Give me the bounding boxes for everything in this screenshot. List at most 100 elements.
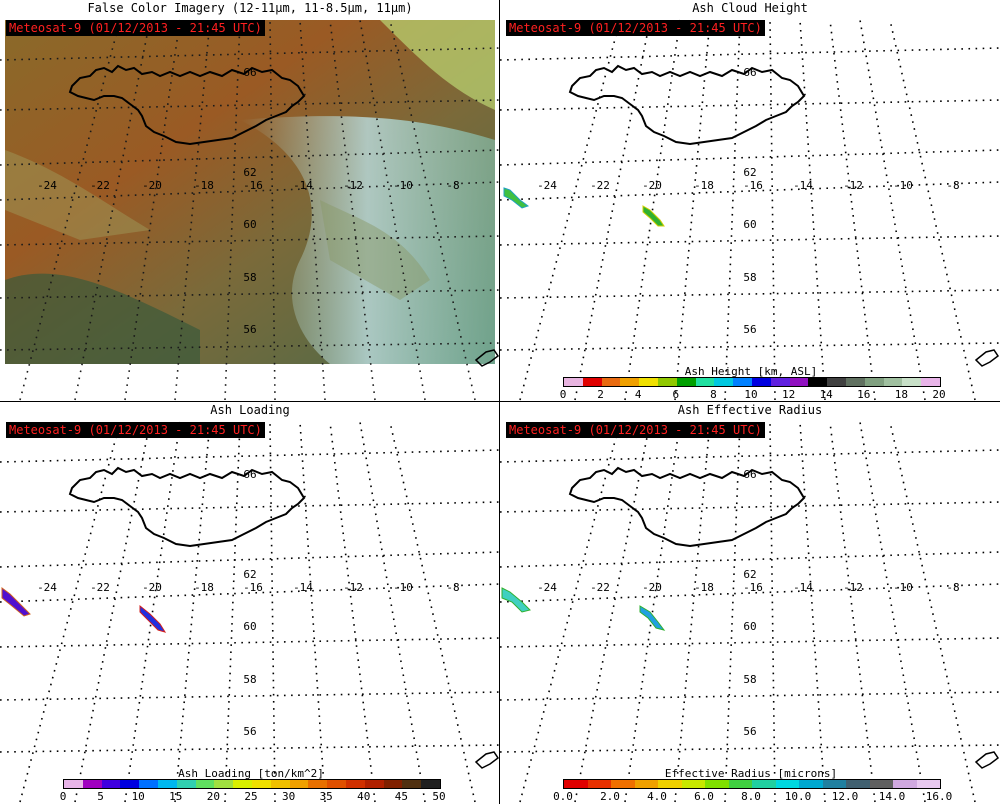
ash-plume (503, 187, 530, 209)
faroe-coastline (474, 349, 500, 367)
colorbar-segment (921, 378, 940, 386)
colorbar-segment (270, 780, 290, 788)
longitude-label: -18 (194, 581, 214, 594)
colorbar-tick-label: 15 (169, 790, 183, 803)
colorbar-tick-label: 2.0 (600, 790, 620, 803)
longitude-label: -22 (590, 179, 610, 192)
colorbar-tick-label: 6.0 (694, 790, 714, 803)
faroe-coastline (974, 349, 1000, 367)
longitude-line (519, 421, 621, 803)
latitude-line (500, 551, 1000, 568)
colorbar-segment (101, 780, 121, 788)
colorbar-tick-label: 4 (634, 388, 642, 401)
colorbar-segment (639, 378, 658, 386)
colorbar-tick-label: 35 (319, 790, 333, 803)
colorbar-tick-label: 10.0 (784, 790, 812, 803)
longitude-line (859, 421, 926, 803)
ash-plume (139, 604, 167, 633)
colorbar-segment (751, 378, 771, 386)
panel-title: Ash Loading (210, 403, 290, 417)
longitude-line (799, 421, 826, 803)
colorbar-segment (869, 780, 893, 788)
latitude-label: 66 (243, 66, 256, 79)
latitude-label: 62 (743, 568, 756, 581)
colorbar-tick-label: 25 (244, 790, 258, 803)
latitude-line (0, 342, 500, 351)
longitude-line (299, 421, 326, 803)
colorbar-segment (789, 378, 809, 386)
colorbar-segment (120, 780, 140, 788)
longitude-line (389, 421, 476, 803)
colorbar-segment (846, 780, 870, 788)
colorbar-segment (864, 378, 884, 386)
latitude-line (0, 289, 500, 299)
longitude-line (74, 421, 151, 803)
iceland-coastline (568, 64, 806, 146)
panel-title: False Color Imagery (12-11μm, 11-8.5μm, … (87, 1, 413, 15)
satellite-timestamp: Meteosat-9 (01/12/2013 - 21:45 UTC) (506, 20, 765, 36)
longitude-label: -14 (293, 179, 313, 192)
longitude-label: -10 (893, 179, 913, 192)
colorbar-tick-label: 6 (672, 388, 680, 401)
latitude-label: 62 (743, 166, 756, 179)
longitude-label: -18 (194, 179, 214, 192)
satellite-timestamp: Meteosat-9 (01/12/2013 - 21:45 UTC) (6, 20, 265, 36)
colorbar-title: Effective Radius [microns] (664, 767, 838, 780)
colorbar-tick-label: 2 (597, 388, 604, 401)
colorbar-segment (714, 378, 734, 386)
colorbar-segment (587, 780, 611, 788)
colorbar-tick-label: 4.0 (647, 790, 667, 803)
latitude-label: 60 (243, 218, 256, 231)
colorbar-tick-label: 12.0 (831, 790, 859, 803)
longitude-line (269, 421, 276, 803)
ash-loading-colorbar (63, 779, 441, 789)
colorbar-segment (383, 780, 403, 788)
latitude-label: 66 (743, 66, 756, 79)
colorbar-segment (289, 780, 309, 788)
longitude-label: -14 (793, 581, 813, 594)
iceland-coastline (68, 64, 306, 146)
colorbar-tick-label: 0 (559, 388, 567, 401)
longitude-label: -24 (37, 581, 57, 594)
latitude-line (500, 235, 1000, 246)
latitude-line (500, 501, 1000, 513)
latitude-line (500, 289, 1000, 299)
longitude-label: -10 (893, 581, 913, 594)
colorbar-title: Ash Height [km, ASL] (684, 365, 818, 378)
panel-false-color: -24 -22 -20 -18 -16 -14 -12 -10 -8 62 60 58 56 66 Fal… (0, 0, 500, 402)
colorbar-segment (916, 780, 940, 788)
longitude-label: -20 (642, 179, 662, 192)
latitude-line (0, 637, 500, 648)
colorbar-segment (705, 780, 729, 788)
latitude-line (500, 99, 1000, 111)
colorbar-tick-label: 8.0 (741, 790, 761, 803)
longitude-line (624, 19, 681, 401)
latitude-line (0, 691, 500, 701)
latitude-label: 56 (243, 323, 256, 336)
longitude-label: -22 (90, 581, 110, 594)
colorbar-segment (657, 378, 677, 386)
colorbar-tick-label: 10 (131, 790, 145, 803)
colorbar-segment (893, 780, 917, 788)
colorbar-segment (564, 378, 583, 386)
longitude-line (74, 19, 151, 401)
longitude-label: -8 (446, 179, 459, 192)
colorbar-segment (827, 378, 846, 386)
longitude-label: -24 (537, 581, 557, 594)
colorbar-tick-label: 16.0 (925, 790, 953, 803)
colorbar-ticks: 0.0 2.0 4.0 6.0 8.0 10.0 12.0 14.0 16.0 (553, 790, 952, 803)
longitude-label: -24 (37, 179, 57, 192)
colorbar-segment (676, 378, 696, 386)
longitude-line (889, 19, 976, 401)
iceland-coastline (68, 466, 306, 548)
latitude-line (500, 449, 1000, 463)
ash-plume (642, 205, 665, 227)
longitude-label: -16 (743, 179, 763, 192)
colorbar-tick-label: 30 (281, 790, 296, 803)
colorbar-tick-label: 20 (206, 790, 221, 803)
colorbar-segment (157, 780, 177, 788)
colorbar-segment (582, 378, 602, 386)
longitude-line (329, 421, 376, 803)
colorbar-segment (214, 780, 234, 788)
panel-ash-radius: -24 -22 -20 -18 -16 -14 -12 -10 -8 62 60 58 56 66 Ash… (500, 402, 1000, 804)
